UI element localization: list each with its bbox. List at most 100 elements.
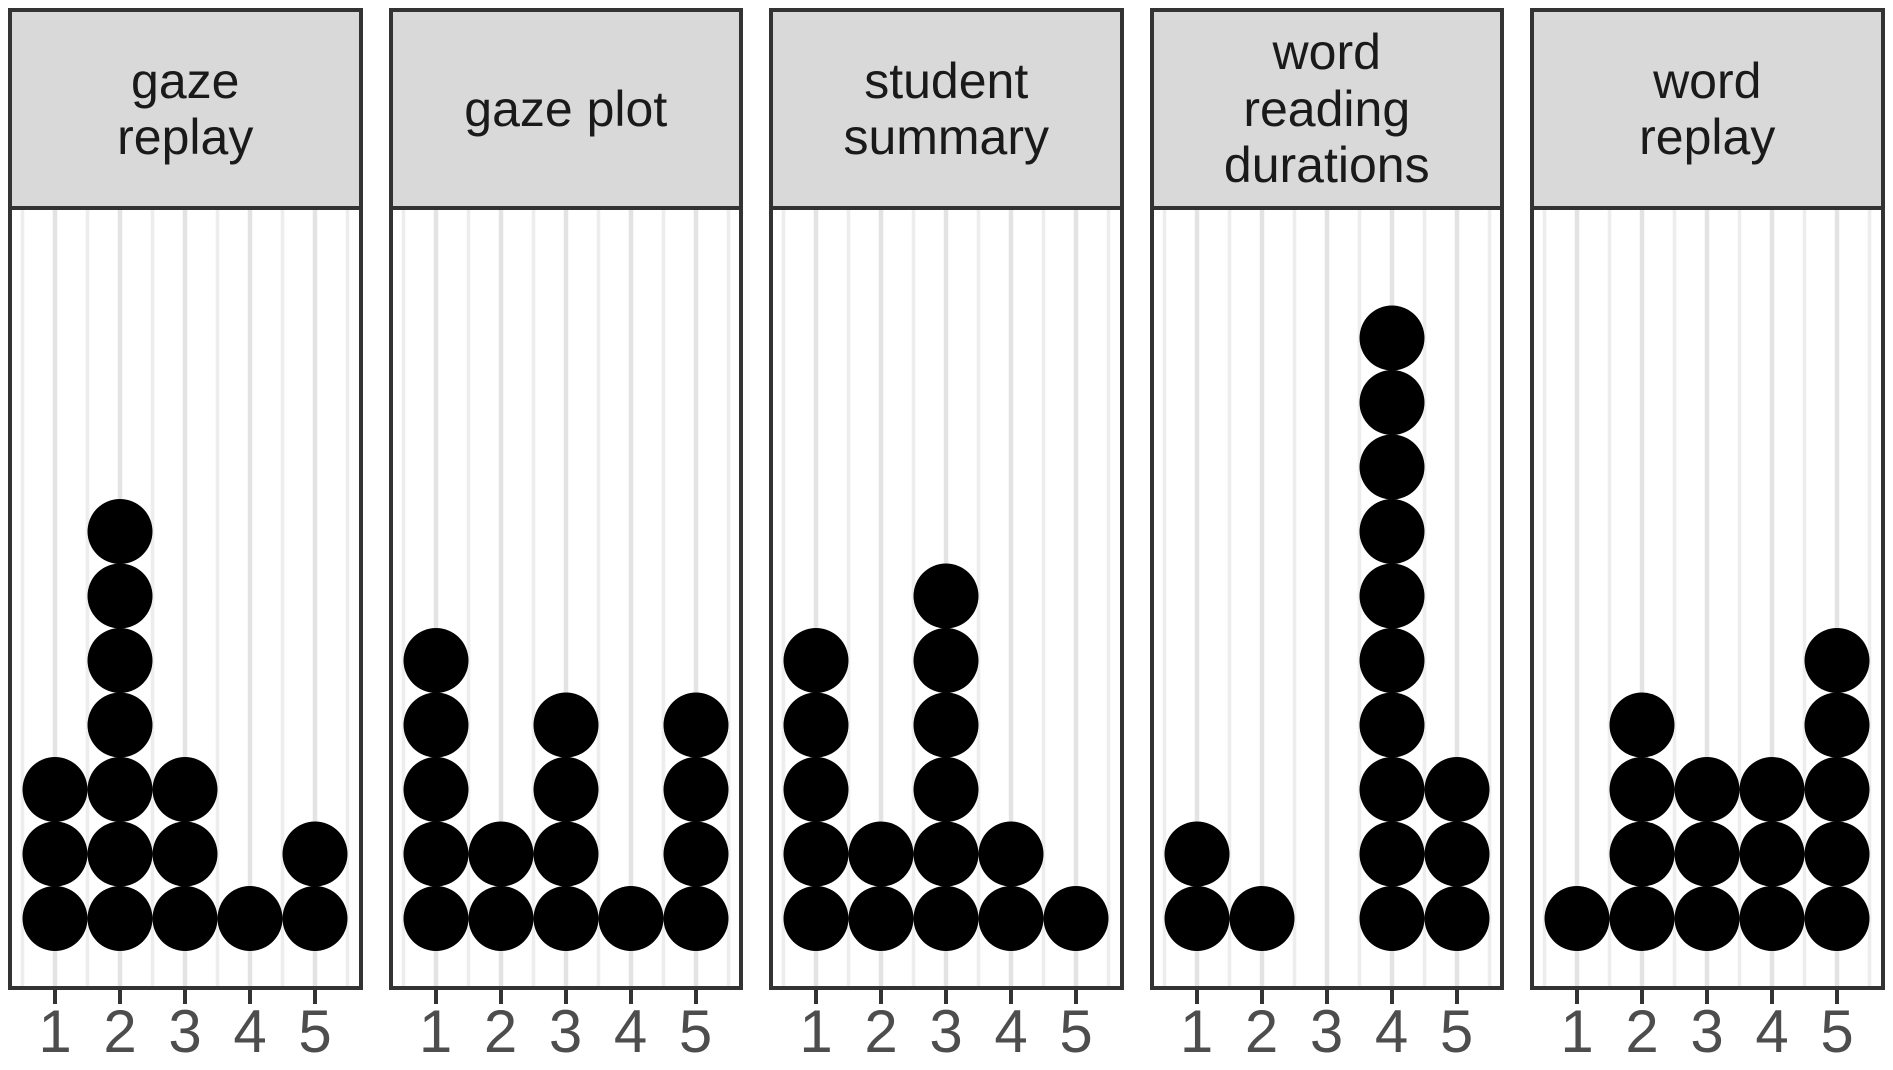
data-dot <box>1359 563 1424 629</box>
panel-box: word reading durations <box>1149 8 1504 990</box>
data-dot <box>1359 434 1424 500</box>
data-dot <box>22 757 88 822</box>
dot-stack-svg <box>20 210 350 986</box>
x-axis-tick <box>1194 990 1199 1004</box>
facet-title: word replay <box>1534 12 1881 210</box>
data-dot <box>1544 886 1610 951</box>
dot-plot-area <box>773 210 1120 986</box>
x-tick-label: 3 <box>1690 998 1724 1065</box>
data-dot <box>783 692 849 758</box>
data-dot <box>783 821 849 887</box>
data-dot <box>1164 821 1229 887</box>
x-tick-label: 3 <box>548 998 583 1065</box>
data-dot <box>663 757 728 822</box>
panel-box: gaze plot <box>388 8 743 990</box>
data-dot <box>22 886 88 951</box>
data-dot <box>87 563 153 629</box>
data-dot <box>533 886 598 951</box>
data-dot <box>87 886 153 951</box>
dot-stack-svg <box>781 210 1111 986</box>
dot-plot-area <box>12 210 359 986</box>
dot-stack-svg <box>401 210 730 986</box>
x-axis-tick <box>693 990 698 1004</box>
data-dot <box>1359 305 1424 371</box>
x-tick-label: 2 <box>1625 998 1659 1065</box>
data-dot <box>1804 692 1870 758</box>
data-dot <box>783 757 849 822</box>
x-tick-label: 1 <box>1560 998 1594 1065</box>
data-dot <box>403 692 468 758</box>
data-dot <box>87 757 153 822</box>
data-dot <box>217 886 283 951</box>
data-dot <box>1739 886 1805 951</box>
data-dot <box>1164 886 1229 951</box>
data-dot <box>533 821 598 887</box>
x-tick-label: 5 <box>298 998 332 1065</box>
facet-title: word reading durations <box>1153 12 1500 210</box>
data-dot <box>1609 886 1675 951</box>
facet-title: student summary <box>773 12 1120 210</box>
x-tick-label: 5 <box>678 998 713 1065</box>
data-dot <box>783 886 849 951</box>
data-dot <box>1359 692 1424 758</box>
data-dot <box>913 821 979 887</box>
data-dot <box>598 886 663 951</box>
data-dot <box>663 821 728 887</box>
data-dot <box>1609 821 1675 887</box>
facet-title: gaze replay <box>12 12 359 210</box>
facet-title: gaze plot <box>392 12 739 210</box>
data-dot <box>403 821 468 887</box>
x-tick-label: 4 <box>994 998 1028 1065</box>
x-axis-tick <box>1454 990 1459 1004</box>
x-axis-tick <box>248 990 252 1004</box>
data-dot <box>1804 821 1870 887</box>
data-dot <box>783 628 849 693</box>
x-tick-label: 3 <box>168 998 202 1065</box>
data-dot <box>152 886 218 951</box>
data-dot <box>1424 757 1489 822</box>
x-axis-tick <box>433 990 438 1004</box>
data-dot <box>1674 757 1740 822</box>
data-dot <box>87 692 153 758</box>
x-tick-label: 4 <box>1755 998 1789 1065</box>
x-tick-label: 3 <box>1309 998 1344 1065</box>
x-axis-tick <box>313 990 317 1004</box>
data-dot <box>1804 757 1870 822</box>
data-dot <box>848 821 914 887</box>
data-dot <box>22 821 88 887</box>
data-dot <box>913 757 979 822</box>
x-tick-label: 2 <box>483 998 518 1065</box>
x-axis-tick <box>1770 990 1774 1004</box>
data-dot <box>282 821 348 887</box>
data-dot <box>1609 692 1675 758</box>
x-tick-label: 2 <box>103 998 137 1065</box>
data-dot <box>1043 886 1109 951</box>
data-dot <box>913 692 979 758</box>
data-dot <box>913 886 979 951</box>
data-dot <box>87 821 153 887</box>
x-tick-label: 1 <box>799 998 833 1065</box>
dot-stack-svg <box>1542 210 1872 986</box>
x-axis-tick <box>944 990 948 1004</box>
x-tick-label: 1 <box>418 998 453 1065</box>
data-dot <box>403 886 468 951</box>
x-tick-label: 1 <box>1179 998 1214 1065</box>
x-axis-tick <box>1009 990 1013 1004</box>
data-dot <box>1674 886 1740 951</box>
data-dot <box>1359 821 1424 887</box>
x-axis-tick <box>118 990 122 1004</box>
data-dot <box>152 757 218 822</box>
data-dot <box>87 628 153 693</box>
data-dot <box>403 757 468 822</box>
x-tick-label: 5 <box>1059 998 1093 1065</box>
panel-box: word replay <box>1530 8 1885 990</box>
x-axis-tick <box>628 990 633 1004</box>
data-dot <box>1739 757 1805 822</box>
x-tick-label: 2 <box>1244 998 1279 1065</box>
